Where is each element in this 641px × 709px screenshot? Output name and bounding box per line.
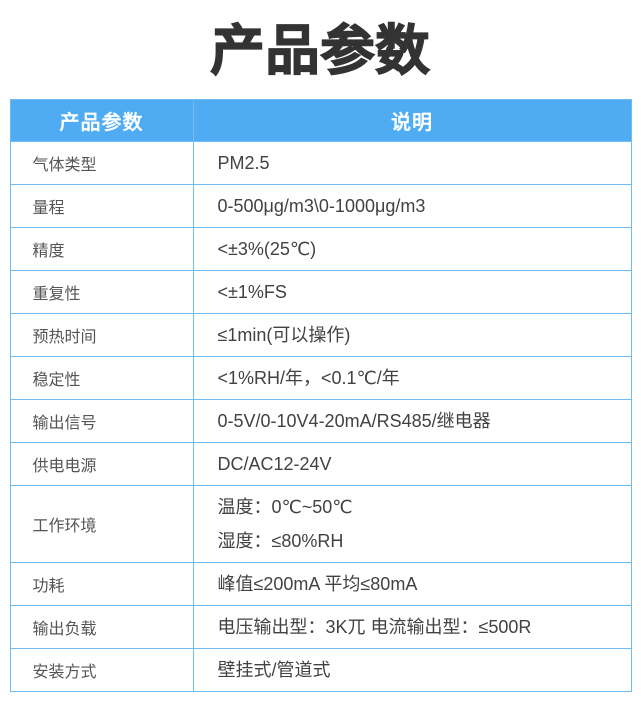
- table-row: 预热时间 ≤1min(可以操作): [9, 313, 632, 357]
- param-value: <±3%(25℃): [192, 227, 632, 271]
- param-value: 峰值≤200mA 平均≤80mA: [192, 562, 632, 606]
- param-value: <1%RH/年，<0.1℃/年: [192, 356, 632, 400]
- param-value: 0-500μg/m3\0-1000μg/m3: [192, 184, 632, 228]
- col-header-parameter: 产品参数: [9, 99, 194, 142]
- param-label: 安装方式: [9, 648, 194, 692]
- param-value: 壁挂式/管道式: [192, 648, 632, 692]
- page-title: 产品参数: [210, 20, 431, 82]
- product-params-table: 产品参数 说明 气体类型 PM2.5 量程 0-500μg/m3\0-1000μ…: [9, 99, 632, 692]
- table-row: 输出信号 0-5V/0-10V4-20mA/RS485/继电器: [9, 399, 632, 443]
- param-value: 温度：0℃~50℃ 湿度：≤80%RH: [192, 485, 632, 563]
- param-label: 精度: [9, 227, 194, 271]
- table-row: 稳定性 <1%RH/年，<0.1℃/年: [9, 356, 632, 400]
- table-row: 输出负载 电压输出型：3K兀 电流输出型：≤500R: [9, 605, 632, 649]
- param-value: PM2.5: [192, 141, 632, 185]
- table-header-row: 产品参数 说明: [9, 99, 632, 142]
- table-row: 精度 <±3%(25℃): [9, 227, 632, 271]
- table-row: 供电电源 DC/AC12-24V: [9, 442, 632, 486]
- param-value: ≤1min(可以操作): [192, 313, 632, 357]
- param-label: 预热时间: [9, 313, 194, 357]
- param-value: DC/AC12-24V: [192, 442, 632, 486]
- param-value: 电压输出型：3K兀 电流输出型：≤500R: [192, 605, 632, 649]
- table-row: 气体类型 PM2.5: [9, 141, 632, 185]
- param-label: 供电电源: [9, 442, 194, 486]
- param-label: 输出负载: [9, 605, 194, 649]
- param-label: 稳定性: [9, 356, 194, 400]
- param-label: 重复性: [9, 270, 194, 314]
- param-value: 0-5V/0-10V4-20mA/RS485/继电器: [192, 399, 632, 443]
- table-body: 气体类型 PM2.5 量程 0-500μg/m3\0-1000μg/m3 精度 …: [9, 141, 632, 692]
- param-label: 输出信号: [9, 399, 194, 443]
- table-row: 量程 0-500μg/m3\0-1000μg/m3: [9, 184, 632, 228]
- table-row: 重复性 <±1%FS: [9, 270, 632, 314]
- param-label: 气体类型: [9, 141, 194, 185]
- param-label: 功耗: [9, 562, 194, 606]
- table-row: 功耗 峰值≤200mA 平均≤80mA: [9, 562, 632, 606]
- table-row: 安装方式 壁挂式/管道式: [9, 648, 632, 692]
- param-value: <±1%FS: [192, 270, 632, 314]
- table-row: 工作环境 温度：0℃~50℃ 湿度：≤80%RH: [9, 485, 632, 563]
- param-label: 量程: [9, 184, 194, 228]
- param-label: 工作环境: [9, 485, 194, 563]
- col-header-description: 说明: [192, 99, 632, 142]
